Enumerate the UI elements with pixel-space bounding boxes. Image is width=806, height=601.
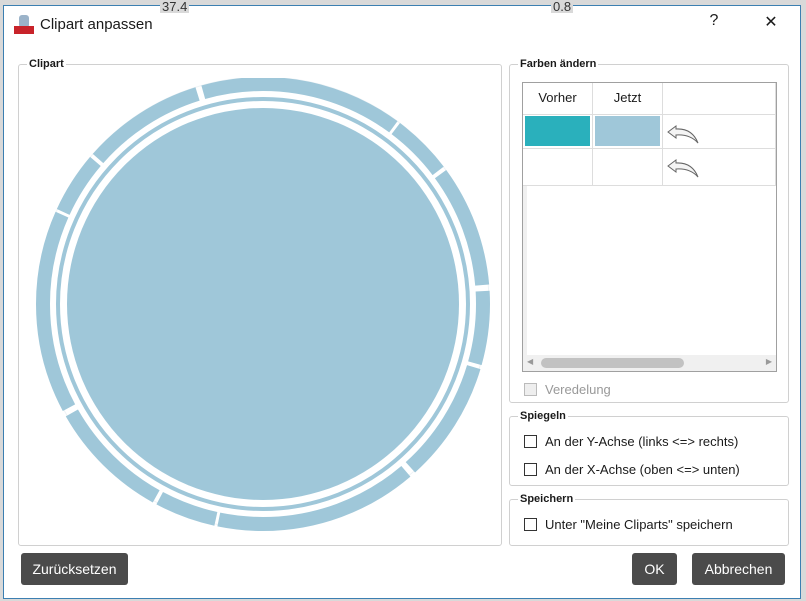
save-legend: Speichern xyxy=(520,493,574,505)
reset-button[interactable]: Zurücksetzen xyxy=(21,553,128,585)
header-now: Jetzt xyxy=(593,83,663,115)
scrollbar-thumb[interactable] xyxy=(541,358,684,368)
undo-icon[interactable] xyxy=(666,157,700,179)
background-value: 37.4 xyxy=(160,0,190,14)
background-value: 0.8 xyxy=(551,0,574,14)
mirror-group: Spiegeln An der Y-Achse (links <=> recht… xyxy=(509,410,789,486)
app-icon xyxy=(14,14,34,34)
save-clipart-label: Unter "Meine Cliparts" speichern xyxy=(545,517,733,532)
dialog-title: Clipart anpassen xyxy=(40,15,153,33)
before-color-cell[interactable] xyxy=(523,149,593,186)
mirror-y-checkbox[interactable]: An der Y-Achse (links <=> rechts) xyxy=(524,434,738,449)
mirror-legend: Spiegeln xyxy=(520,410,566,422)
help-button[interactable]: ? xyxy=(709,12,719,29)
clipart-group: Clipart xyxy=(18,58,502,546)
title-bar: Clipart anpassen xyxy=(14,14,153,34)
colors-group: Farben ändern Vorher Jetzt ◀ ▶ Veredelun… xyxy=(509,58,789,403)
clipart-dialog: Clipart anpassen ? ✕ Clipart Farben ände… xyxy=(3,5,801,599)
close-button[interactable]: ✕ xyxy=(764,14,778,31)
clipart-preview xyxy=(36,78,490,531)
now-color-cell[interactable] xyxy=(593,115,663,149)
before-color-cell[interactable] xyxy=(523,115,593,149)
ok-button[interactable]: OK xyxy=(632,553,677,585)
save-group: Speichern Unter "Meine Cliparts" speiche… xyxy=(509,493,789,546)
mirror-x-label: An der X-Achse (oben <=> unten) xyxy=(545,462,740,477)
mirror-x-checkbox[interactable]: An der X-Achse (oben <=> unten) xyxy=(524,462,740,477)
now-color-cell[interactable] xyxy=(593,149,663,186)
veredelung-checkbox[interactable]: Veredelung xyxy=(524,382,611,397)
veredelung-label: Veredelung xyxy=(545,382,611,397)
save-clipart-checkbox[interactable]: Unter "Meine Cliparts" speichern xyxy=(524,517,733,532)
horizontal-scrollbar[interactable]: ◀ ▶ xyxy=(523,355,776,371)
header-before: Vorher xyxy=(523,83,593,115)
undo-icon[interactable] xyxy=(666,123,700,145)
clipart-legend: Clipart xyxy=(29,58,64,70)
colors-legend: Farben ändern xyxy=(520,58,597,70)
color-table: Vorher Jetzt ◀ ▶ xyxy=(522,82,777,372)
mirror-y-label: An der Y-Achse (links <=> rechts) xyxy=(545,434,739,449)
cancel-button[interactable]: Abbrechen xyxy=(692,553,785,585)
